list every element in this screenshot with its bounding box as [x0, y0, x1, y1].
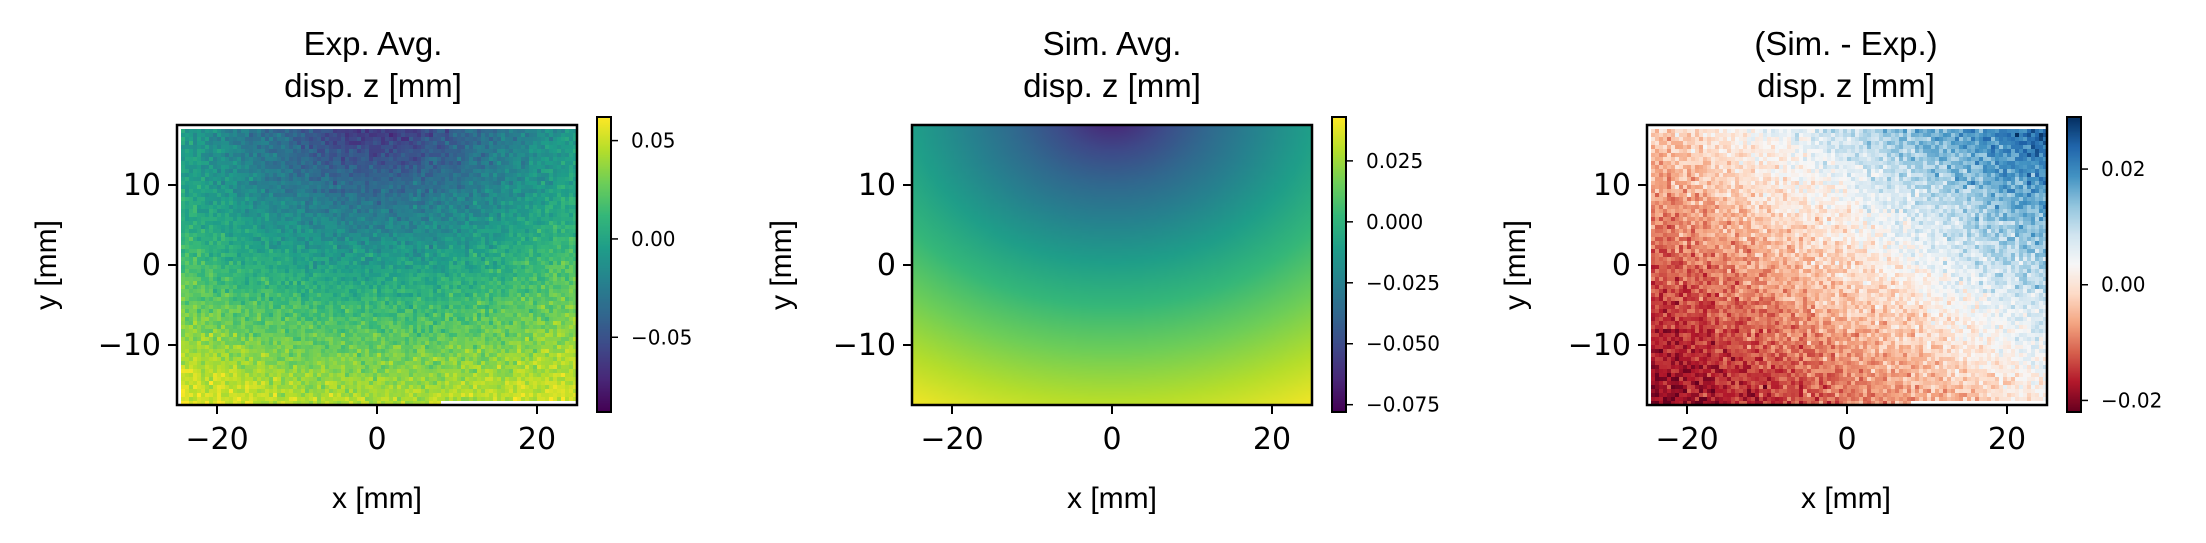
sim-y-tick-label-2: 10: [858, 168, 896, 203]
diff-axis-ticks: −20 0 20 −10 0 10: [1568, 168, 2026, 457]
sim-y-tick-label-0: −10: [833, 328, 896, 363]
exp-colorbar-frame: [596, 116, 612, 413]
diff-colorbar-ticks: −0.02 0.00 0.02: [2081, 157, 2162, 412]
sim-title-line-2: disp. z [mm]: [1023, 67, 1201, 104]
sim-y-axis-label: y [mm]: [765, 220, 798, 310]
sim-cbar-tick-label-2: −0.025: [1366, 271, 1440, 295]
sim-cbar-tick-label-1: −0.050: [1366, 332, 1440, 356]
exp-title-line-2: disp. z [mm]: [284, 67, 462, 104]
exp-cbar-tick-label-2: 0.05: [631, 129, 676, 153]
sim-cbar-tick-label-0: −0.075: [1366, 393, 1440, 417]
diff-cbar-tick-label-2: 0.02: [2101, 157, 2146, 181]
exp-axis-ticks: −20 0 20 −10 0 10: [98, 168, 556, 457]
sim-x-tick-label-0: −20: [920, 422, 983, 457]
diff-heatmap: [1647, 125, 2047, 405]
sim-cbar-tick-label-4: 0.025: [1366, 149, 1423, 173]
diff-cbar-tick-label-1: 0.00: [2101, 273, 2146, 297]
sim-title-line-1: Sim. Avg.: [1043, 25, 1182, 62]
sim-x-tick-label-1: 0: [1102, 422, 1121, 457]
sim-heatmap: [912, 125, 1312, 405]
exp-x-axis-label: x [mm]: [332, 482, 422, 515]
diff-colorbar-frame: [2066, 116, 2082, 413]
exp-colorbar-ticks: −0.05 0.00 0.05: [611, 129, 692, 349]
diff-x-tick-label-1: 0: [1837, 422, 1856, 457]
diff-title-line-1: (Sim. - Exp.): [1754, 25, 1937, 62]
panel-exp: Exp. Avg. disp. z [mm] −20 0 20 −10 0 10 x [m…: [30, 25, 692, 515]
sim-x-axis-label: x [mm]: [1067, 482, 1157, 515]
diff-y-tick-label-1: 0: [1612, 248, 1631, 283]
sim-axis-ticks: −20 0 20 −10 0 10: [833, 168, 1291, 457]
diff-x-tick-label-0: −20: [1655, 422, 1718, 457]
exp-x-tick-label-1: 0: [367, 422, 386, 457]
sim-colorbar-frame: [1331, 116, 1347, 413]
exp-y-tick-label-2: 10: [123, 168, 161, 203]
exp-title-line-1: Exp. Avg.: [304, 25, 443, 62]
exp-y-axis-label: y [mm]: [30, 220, 63, 310]
diff-y-tick-label-2: 10: [1593, 168, 1631, 203]
exp-x-tick-label-2: 20: [518, 422, 556, 457]
diff-x-tick-label-2: 20: [1988, 422, 2026, 457]
sim-cbar-tick-label-3: 0.000: [1366, 210, 1423, 234]
sim-x-tick-label-2: 20: [1253, 422, 1291, 457]
exp-heatmap: [177, 125, 577, 405]
panel-diff: (Sim. - Exp.) disp. z [mm] −20 0 20−10010 …: [1499, 25, 2162, 515]
panel-sim: Sim. Avg. disp. z [mm] −20 0 20 −10 0 10 x [m…: [765, 25, 1440, 515]
exp-cbar-tick-label-1: 0.00: [631, 227, 676, 251]
diff-colorbar: [2067, 117, 2081, 412]
exp-x-tick-label-0: −20: [185, 422, 248, 457]
exp-cbar-tick-label-0: −0.05: [631, 325, 692, 349]
exp-colorbar: [597, 117, 611, 412]
sim-y-tick-label-1: 0: [877, 248, 896, 283]
diff-y-tick-label-0: −10: [1568, 328, 1631, 363]
diff-cbar-tick-label-0: −0.02: [2101, 388, 2162, 412]
exp-y-tick-label-1: 0: [142, 248, 161, 283]
sim-colorbar: [1332, 117, 1346, 412]
exp-y-tick-label-0: −10: [98, 328, 161, 363]
diff-y-axis-label: y [mm]: [1499, 220, 1532, 310]
diff-title-line-2: disp. z [mm]: [1757, 67, 1935, 104]
sim-colorbar-ticks: −0.075 −0.050 −0.025 0.000 0.025: [1346, 149, 1440, 417]
diff-x-axis-label: x [mm]: [1801, 482, 1891, 515]
